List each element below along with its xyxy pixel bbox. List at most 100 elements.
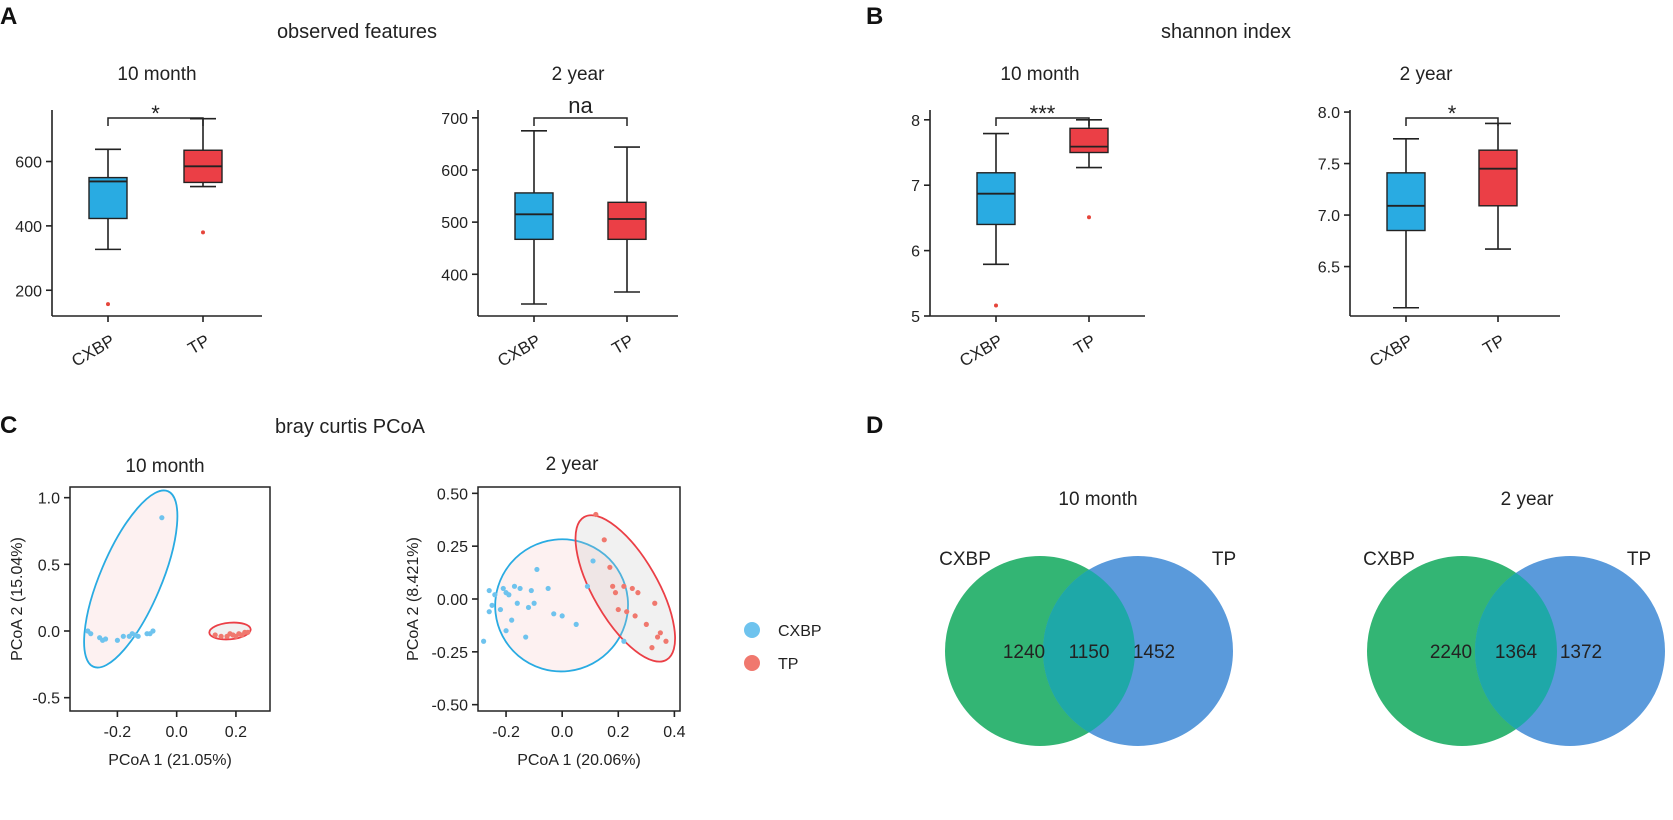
y-tick-label: 7 bbox=[911, 178, 920, 195]
data-point-tp bbox=[652, 600, 658, 606]
y-tick-label: 5 bbox=[911, 309, 920, 326]
data-point-cxbp bbox=[500, 585, 506, 592]
boxplot-obs10: observed features 10 month 200 400 600 CXBP TP… bbox=[15, 21, 437, 371]
data-point-cxbp bbox=[534, 566, 540, 573]
x-tick-label: 0.0 bbox=[551, 724, 573, 741]
x-tick-label: TP bbox=[1071, 331, 1099, 358]
legend-marker-cxbp bbox=[744, 622, 760, 638]
x-tick-label: CXBP bbox=[1366, 331, 1416, 371]
panel-title: shannon index bbox=[1161, 21, 1291, 43]
x-tick-label: TP bbox=[1480, 331, 1508, 358]
data-point-tp bbox=[612, 590, 619, 596]
data-point-tp bbox=[601, 537, 607, 543]
y-tick-label: 0.25 bbox=[437, 539, 468, 556]
chart-subtitle: 2 year bbox=[552, 64, 605, 85]
data-point-cxbp bbox=[159, 515, 165, 521]
data-point-cxbp bbox=[584, 583, 591, 589]
x-tick-label: 0.4 bbox=[663, 724, 685, 741]
venn-count-overlap: 1150 bbox=[1069, 642, 1110, 663]
boxplot-obs2: 2 year 400 500 600 700 CXBP TP na bbox=[441, 64, 678, 371]
data-point-cxbp bbox=[102, 636, 109, 642]
data-point-cxbp bbox=[545, 585, 551, 592]
data-point-cxbp bbox=[559, 613, 565, 619]
data-point-cxbp bbox=[114, 637, 121, 643]
data-point-tp bbox=[621, 583, 627, 589]
legend-label-cxbp: CXBP bbox=[778, 623, 822, 640]
data-point-tp bbox=[624, 609, 630, 615]
data-point-tp bbox=[657, 630, 663, 636]
data-point-cxbp bbox=[497, 606, 504, 613]
confidence-ellipse-cxbp bbox=[494, 538, 629, 673]
boxplot-sh2: 2 year 6.5 7.0 7.5 8.0 CXBP TP * bbox=[1318, 64, 1560, 371]
data-point-tp bbox=[649, 645, 655, 651]
data-point-tp bbox=[607, 564, 613, 570]
box-tp bbox=[1478, 122, 1518, 250]
box-cxbp bbox=[1386, 138, 1426, 309]
venn-count-left-only: 2240 bbox=[1430, 642, 1472, 663]
venn-label-left: CXBP bbox=[939, 549, 991, 570]
y-axis-title: PCoA 2 (8.421%) bbox=[405, 537, 422, 661]
data-point-cxbp bbox=[120, 633, 126, 639]
data-point-tp bbox=[632, 613, 638, 619]
iqr-box bbox=[514, 192, 554, 241]
box-cxbp bbox=[976, 132, 1016, 308]
data-point-tp bbox=[663, 638, 669, 644]
significance-label: * bbox=[1448, 101, 1457, 126]
data-point-tp bbox=[635, 590, 641, 596]
data-point-tp bbox=[610, 583, 616, 589]
outlier-point bbox=[106, 302, 110, 307]
venn-venn10: 10 month CXBP TP 1240 1150 1452 bbox=[939, 489, 1236, 746]
venn-count-left-only: 1240 bbox=[1003, 642, 1045, 663]
x-tick-label: CXBP bbox=[494, 331, 544, 371]
y-tick-label: 0.50 bbox=[437, 486, 468, 503]
legend-label-tp: TP bbox=[778, 656, 798, 673]
data-point-tp bbox=[629, 585, 635, 592]
significance-bracket bbox=[533, 117, 628, 126]
venn-label-left: CXBP bbox=[1363, 549, 1415, 570]
y-tick-label: 0.0 bbox=[38, 624, 60, 641]
data-point-cxbp bbox=[531, 600, 537, 606]
box-tp bbox=[1069, 119, 1109, 220]
panel-title: observed features bbox=[277, 21, 437, 43]
data-point-tp bbox=[218, 633, 224, 639]
data-point-cxbp bbox=[88, 631, 94, 637]
significance-bracket bbox=[995, 117, 1090, 126]
data-point-cxbp bbox=[150, 628, 156, 634]
x-tick-label: TP bbox=[185, 331, 213, 358]
data-point-cxbp bbox=[489, 602, 495, 608]
chart-subtitle: 2 year bbox=[1400, 64, 1453, 85]
venn-label-right: TP bbox=[1212, 549, 1236, 570]
data-point-cxbp bbox=[492, 592, 498, 598]
data-point-cxbp bbox=[486, 587, 492, 594]
y-tick-label: 8 bbox=[911, 113, 920, 130]
data-point-tp bbox=[643, 621, 649, 627]
data-point-cxbp bbox=[517, 585, 523, 592]
data-point-cxbp bbox=[621, 638, 627, 644]
y-tick-label: 1.0 bbox=[38, 491, 60, 508]
box-cxbp bbox=[514, 130, 554, 305]
significance-bracket bbox=[107, 117, 204, 126]
x-tick-label: 0.2 bbox=[225, 724, 247, 741]
box-cxbp bbox=[88, 148, 128, 307]
data-point-tp bbox=[654, 634, 661, 640]
plot-frame bbox=[69, 486, 271, 712]
chart-subtitle: 2 year bbox=[1501, 489, 1554, 510]
data-point-cxbp bbox=[528, 587, 534, 594]
y-tick-label: 0.00 bbox=[437, 592, 468, 609]
x-axis-title: PCoA 1 (21.05%) bbox=[108, 752, 232, 769]
significance-label: *** bbox=[1030, 101, 1056, 126]
y-axis-title: PCoA 2 (15.04%) bbox=[9, 537, 26, 661]
data-point-cxbp bbox=[486, 609, 492, 615]
data-point-cxbp bbox=[525, 604, 532, 611]
y-tick-label: 400 bbox=[441, 267, 468, 284]
data-point-cxbp bbox=[523, 634, 529, 640]
legend-marker-tp bbox=[744, 655, 760, 671]
y-tick-label: 8.0 bbox=[1318, 105, 1340, 122]
pcoa-pcoa2: 2 year -0.2 0.0 0.2 0.4 -0.50 -0.25 0.00 0.25 0.5… bbox=[405, 454, 822, 769]
data-point-cxbp bbox=[135, 633, 141, 639]
outlier-point bbox=[994, 303, 998, 308]
data-point-tp bbox=[245, 629, 251, 635]
iqr-box bbox=[1386, 172, 1426, 232]
venn-count-right-only: 1452 bbox=[1133, 642, 1175, 663]
outlier-point bbox=[1087, 215, 1091, 220]
